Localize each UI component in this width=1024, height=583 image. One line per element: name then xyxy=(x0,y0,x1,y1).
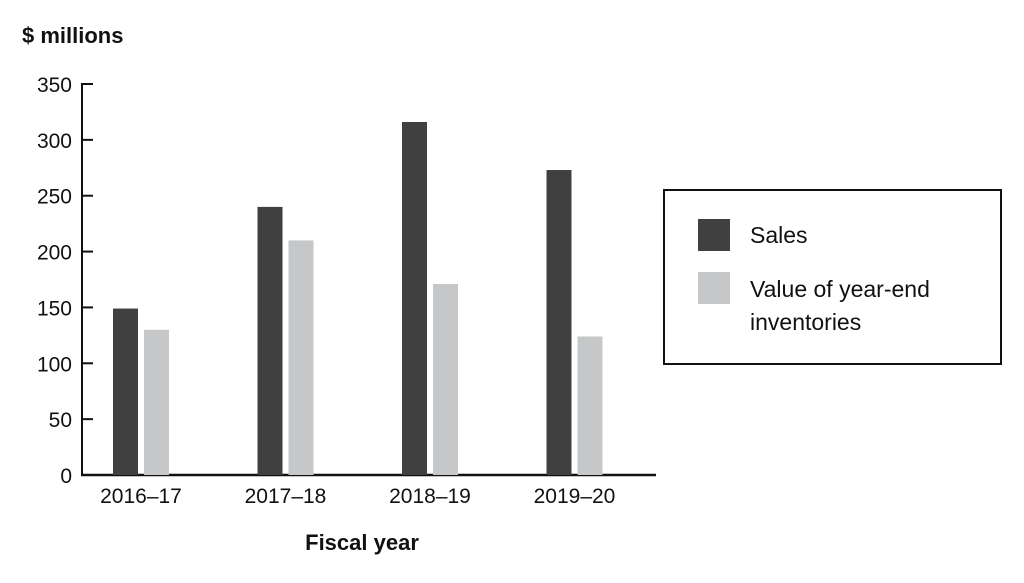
y-axis-label: $ millions xyxy=(22,23,123,48)
legend-label-inventories-line2: inventories xyxy=(750,309,861,335)
x-tick-label: 2019–20 xyxy=(534,485,616,508)
y-tick-label: 200 xyxy=(37,242,72,265)
bar-inventories-2018–19 xyxy=(433,283,458,475)
x-tick-label: 2017–18 xyxy=(245,485,327,508)
bar-sales-2019–20 xyxy=(546,170,572,475)
y-tick-label: 50 xyxy=(49,409,72,432)
x-tick-label: 2018–19 xyxy=(389,485,471,508)
bar-inventories-2016–17 xyxy=(144,329,169,475)
bar-sales-2016–17 xyxy=(113,308,138,475)
x-axis-label: Fiscal year xyxy=(305,530,419,555)
legend: Sales Value of year-end inventories xyxy=(663,189,1002,365)
y-tick-label: 300 xyxy=(37,130,72,153)
y-tick-label: 100 xyxy=(37,353,72,376)
legend-label-sales: Sales xyxy=(750,222,808,248)
legend-swatch-sales xyxy=(698,219,730,251)
x-tick-label: 2016–17 xyxy=(100,485,182,508)
bar-inventories-2019–20 xyxy=(577,336,603,475)
bar-sales-2018–19 xyxy=(402,121,427,476)
y-tick-label: 150 xyxy=(37,297,72,320)
bar-sales-2017–18 xyxy=(257,206,283,475)
y-tick-label: 0 xyxy=(60,465,72,488)
legend-label-inventories-line1: Value of year-end xyxy=(750,276,930,302)
y-tick-label: 350 xyxy=(37,74,72,97)
bar-inventories-2017–18 xyxy=(288,240,314,475)
legend-swatch-inventories xyxy=(698,272,730,304)
y-tick-label: 250 xyxy=(37,186,72,209)
